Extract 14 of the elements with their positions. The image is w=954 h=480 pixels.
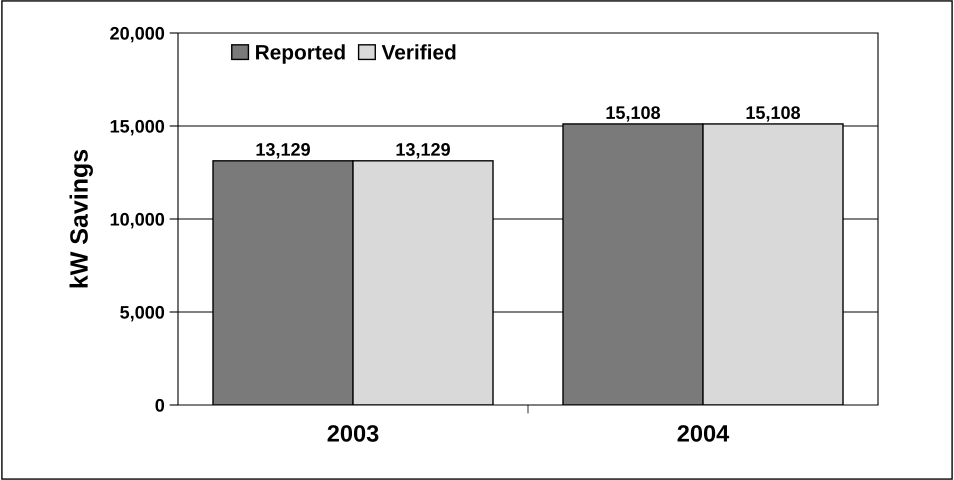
y-tick-label: 15,000 bbox=[110, 120, 164, 136]
x-tick-label: 2004 bbox=[678, 425, 730, 442]
data-label: 13,129 bbox=[396, 143, 450, 158]
y-tick-label: 10,000 bbox=[110, 212, 164, 228]
data-label: 15,108 bbox=[746, 106, 800, 122]
y-tick-label: 5,000 bbox=[120, 306, 164, 322]
y-tick-label: 0 bbox=[155, 398, 164, 412]
legend-label: Reported bbox=[256, 44, 345, 64]
data-label: 13,129 bbox=[256, 143, 310, 158]
y-axis-title: kW Savings bbox=[70, 150, 93, 288]
x-tick-label: 2003 bbox=[328, 425, 378, 442]
data-label: 15,108 bbox=[606, 106, 660, 122]
y-tick-label: 20,000 bbox=[110, 26, 164, 42]
legend-label: Verified bbox=[382, 44, 456, 60]
